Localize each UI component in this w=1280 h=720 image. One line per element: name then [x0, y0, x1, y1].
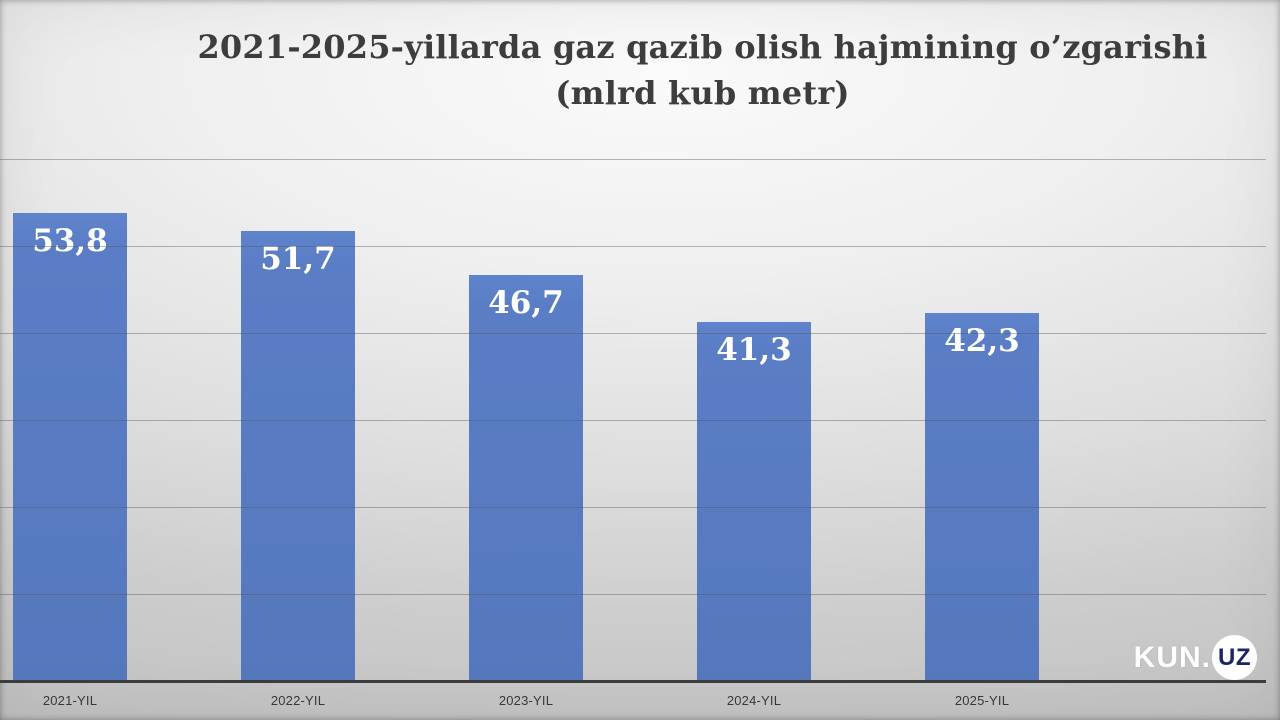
- x-tick-label-2025-yil: 2025-YIL: [954, 693, 1010, 708]
- gridline-50: [0, 246, 1266, 247]
- gridline-10: [0, 594, 1266, 595]
- gridline-60: [0, 159, 1266, 160]
- kunuz-logo: KUN. UZ: [1134, 635, 1257, 680]
- bar-2021-yil: 53,8: [13, 213, 127, 683]
- chart-title-line-1: 2021-2025-yillarda gaz qazib olish hajmi…: [197, 28, 1208, 66]
- gridline-40: [0, 333, 1266, 334]
- x-axis-line: [0, 680, 1266, 683]
- x-tick-label-2024-yil: 2024-YIL: [726, 693, 782, 708]
- chart-title: 2021-2025-yillarda gaz qazib olish hajmi…: [125, 24, 1280, 116]
- gridline-30: [0, 420, 1266, 421]
- bar-value-label-2025-yil: 42,3: [944, 323, 1020, 359]
- bar-value-label-2023-yil: 46,7: [488, 285, 564, 321]
- kunuz-logo-badge: UZ: [1212, 635, 1257, 680]
- bar-2022-yil: 51,7: [241, 231, 355, 683]
- x-tick-label-2022-yil: 2022-YIL: [270, 693, 326, 708]
- bar-2025-yil: 42,3: [925, 313, 1039, 683]
- bar-2024-yil: 41,3: [697, 322, 811, 683]
- x-tick-label-2023-yil: 2023-YIL: [498, 693, 554, 708]
- bar-value-label-2021-yil: 53,8: [32, 223, 108, 259]
- gridline-20: [0, 507, 1266, 508]
- bar-value-label-2022-yil: 51,7: [260, 241, 336, 277]
- x-tick-label-2021-yil: 2021-YIL: [42, 693, 98, 708]
- bar-2023-yil: 46,7: [469, 275, 583, 683]
- kunuz-logo-badge-label: UZ: [1218, 643, 1251, 671]
- bar-value-label-2024-yil: 41,3: [716, 332, 792, 368]
- chart-title-line-2: (mlrd kub metr): [555, 74, 850, 112]
- kunuz-logo-text: KUN.: [1133, 640, 1211, 674]
